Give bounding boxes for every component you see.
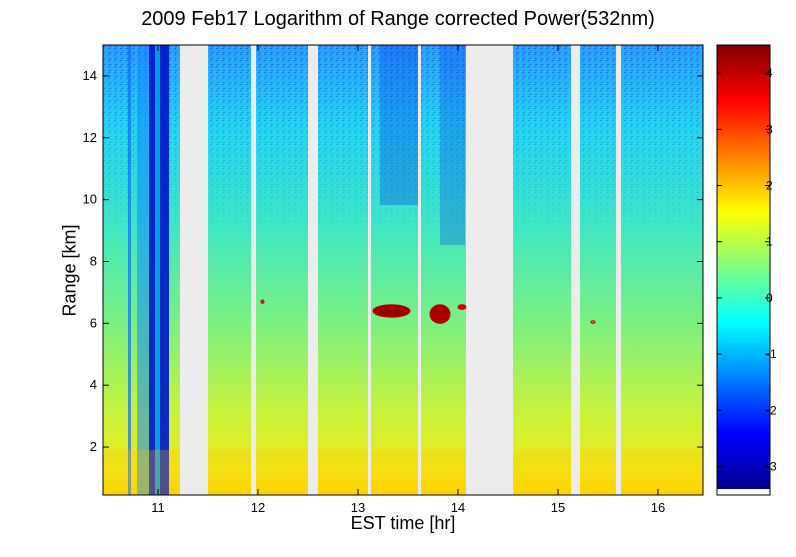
cloud-layer xyxy=(429,304,451,324)
x-tick-label: 15 xyxy=(551,500,565,515)
no-data-gap xyxy=(308,45,318,495)
y-tick-label: 4 xyxy=(90,377,97,392)
cloud-layer xyxy=(457,304,467,310)
signal-streak xyxy=(440,45,465,245)
x-tick-label: 13 xyxy=(351,500,365,515)
cloud-layer xyxy=(260,299,265,304)
no-data-gap xyxy=(571,45,580,495)
y-tick-label: 12 xyxy=(83,130,97,145)
colorbar-tick-label: 3 xyxy=(766,122,773,136)
cloud-layer xyxy=(372,304,411,318)
colorbar-tick-label: -3 xyxy=(766,460,777,474)
no-data-gap xyxy=(616,45,621,495)
x-tick-label: 14 xyxy=(451,500,465,515)
no-data-gap xyxy=(418,45,421,495)
y-tick-label: 6 xyxy=(90,315,97,330)
x-axis-label: EST time [hr] xyxy=(350,513,456,533)
colorbar-tick-label: -1 xyxy=(766,347,777,361)
cloud-layer xyxy=(590,320,596,324)
x-tick-label: 12 xyxy=(251,500,265,515)
signal-streak xyxy=(155,45,160,495)
colorbar-tick-label: 2 xyxy=(766,179,773,193)
colorbar-tick-label: 1 xyxy=(766,235,773,249)
signal-streak xyxy=(128,45,131,495)
no-data-gap xyxy=(368,45,371,495)
colorbar-tick-label: 4 xyxy=(766,66,773,80)
y-tick-label: 8 xyxy=(90,253,97,268)
colorbar-tick-label: 0 xyxy=(766,291,773,305)
y-tick-label: 2 xyxy=(90,439,97,454)
no-data-gap xyxy=(251,45,256,495)
signal-streak xyxy=(137,45,149,495)
colorbar-frame xyxy=(716,44,771,496)
y-tick-label: 10 xyxy=(83,192,97,207)
chart-title: 2009 Feb17 Logarithm of Range corrected … xyxy=(141,8,655,30)
y-tick-label: 14 xyxy=(83,68,97,83)
colorbar-tick-label: -2 xyxy=(766,403,777,417)
colorbar xyxy=(717,45,770,489)
signal-streak xyxy=(380,45,420,205)
x-tick-label: 16 xyxy=(651,500,665,515)
x-tick-label: 11 xyxy=(151,500,165,515)
y-axis-label: Range [km] xyxy=(59,224,80,317)
plot-frame xyxy=(102,44,704,496)
no-data-gap xyxy=(180,45,208,495)
no-data-gap xyxy=(466,45,513,495)
